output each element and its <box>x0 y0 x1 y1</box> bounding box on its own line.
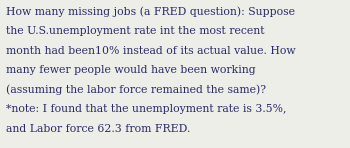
Text: the U.S.unemployment rate int the most recent: the U.S.unemployment rate int the most r… <box>6 26 265 36</box>
Text: (assuming the labor force remained the same)?: (assuming the labor force remained the s… <box>6 85 266 95</box>
Text: month had been10% instead of its actual value. How: month had been10% instead of its actual … <box>6 46 296 56</box>
Text: *note: I found that the unemployment rate is 3.5%,: *note: I found that the unemployment rat… <box>6 104 287 114</box>
Text: and Labor force 62.3 from FRED.: and Labor force 62.3 from FRED. <box>6 124 191 134</box>
Text: many fewer people would have been working: many fewer people would have been workin… <box>6 65 256 75</box>
Text: How many missing jobs (a FRED question): Suppose: How many missing jobs (a FRED question):… <box>6 7 295 17</box>
